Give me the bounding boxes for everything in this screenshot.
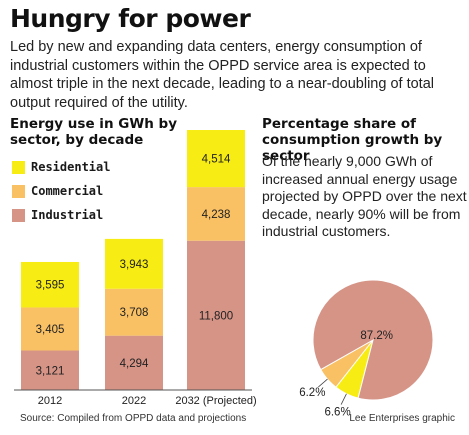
bar-chart-title-line2: sector, by decade: [10, 132, 144, 148]
bar-residential-1: [105, 238, 163, 289]
legend-label-industrial: Industrial: [31, 208, 104, 222]
pie-chart-title-line1: Percentage share of: [262, 116, 416, 132]
legend-item-residential: Residential: [12, 157, 110, 177]
bar-label-commercial-1: 3,708: [120, 307, 149, 319]
bar-residential-0: [21, 261, 79, 308]
category-label-0: 2012: [38, 395, 62, 407]
pie-chart-title: Percentage share of consumption growth b…: [262, 116, 469, 164]
bar-commercial-2: [187, 187, 245, 241]
legend-item-commercial: Commercial: [12, 181, 110, 201]
bar-label-residential-2: 4,514: [202, 154, 231, 166]
bar-industrial-1: [105, 335, 163, 390]
legend-item-industrial: Industrial: [12, 205, 110, 225]
legend: Residential Commercial Industrial: [12, 157, 110, 229]
bar-commercial-1: [105, 288, 163, 336]
category-label-1: 2022: [122, 395, 146, 407]
bar-label-commercial-0: 3,405: [36, 324, 65, 336]
bar-label-industrial-0: 3,121: [36, 365, 65, 377]
pie-slice-commercial: [320, 339, 374, 388]
pie-label-commercial: 6.2%: [299, 387, 325, 399]
bar-industrial-2: [187, 240, 245, 390]
legend-label-residential: Residential: [31, 160, 111, 174]
pie-leader-commercial: [318, 378, 328, 388]
bar-label-commercial-2: 4,238: [202, 209, 231, 221]
bar-label-residential-0: 3,595: [36, 280, 65, 292]
bar-label-residential-1: 3,943: [120, 259, 149, 271]
bar-industrial-0: [21, 350, 79, 390]
bar-label-industrial-2: 11,800: [199, 310, 233, 322]
source-note: Source: Compiled from OPPD data and proj…: [20, 413, 247, 424]
pie-chart-title-line2: consumption growth by sector: [262, 132, 443, 164]
bar-chart-title-line1: Energy use in GWh by: [10, 116, 177, 132]
category-label-2: 2032 (Projected): [175, 395, 256, 407]
pie-slice-residential: [335, 339, 374, 399]
headline: Hungry for power: [10, 4, 251, 33]
pie-label-industrial: 87.2%: [360, 330, 393, 342]
pie-label-residential: 6.6%: [324, 407, 350, 419]
bar-residential-2: [187, 130, 245, 188]
pie-description: Of the nearly 9,000 GWh of increased ann…: [262, 153, 467, 239]
bar-label-industrial-1: 4,294: [120, 358, 149, 370]
legend-swatch-commercial: [12, 184, 25, 198]
bar-chart-title: Energy use in GWh by sector, by decade: [10, 116, 177, 148]
credit-note: Lee Enterprises graphic: [349, 413, 455, 424]
pie-slice-industrial: [312, 279, 434, 401]
pie-leader-residential: [340, 393, 347, 405]
legend-label-commercial: Commercial: [31, 184, 104, 198]
bar-commercial-0: [21, 307, 79, 351]
intro-text: Led by new and expanding data centers, e…: [10, 39, 434, 111]
legend-swatch-industrial: [12, 208, 25, 222]
legend-swatch-residential: [12, 160, 25, 174]
